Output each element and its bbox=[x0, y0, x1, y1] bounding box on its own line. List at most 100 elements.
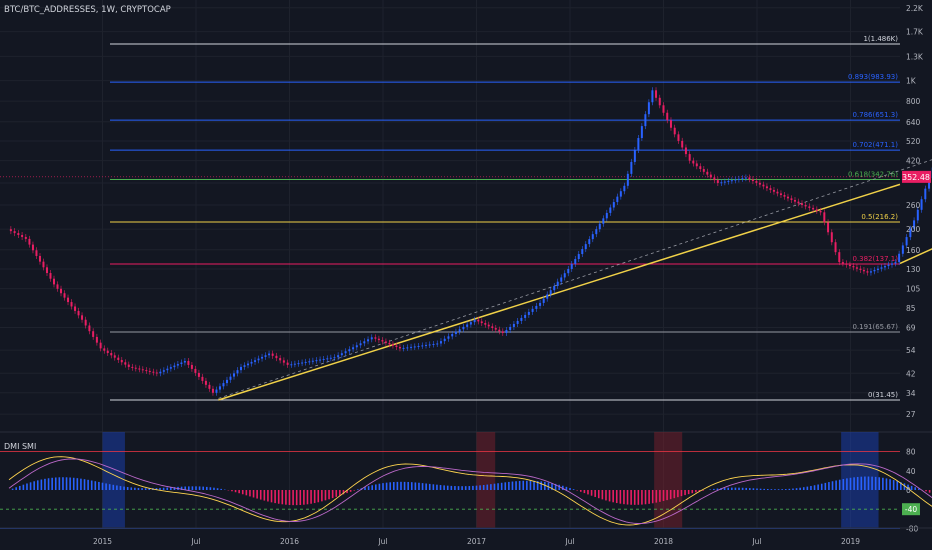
indicator-bar bbox=[644, 490, 647, 505]
price-candle bbox=[524, 314, 527, 318]
price-candle bbox=[866, 271, 869, 273]
indicator-bar bbox=[195, 486, 197, 490]
indicator-bar bbox=[407, 481, 409, 490]
price-candle bbox=[584, 244, 587, 250]
price-candle bbox=[63, 293, 66, 298]
indicator-bar bbox=[806, 486, 809, 490]
price-candle bbox=[619, 191, 622, 197]
indicator-bar bbox=[267, 490, 269, 502]
indicator-bar bbox=[828, 482, 830, 490]
price-candle bbox=[916, 209, 919, 221]
price-candle bbox=[598, 223, 601, 230]
indicator-bar bbox=[432, 484, 435, 490]
price-candle bbox=[658, 97, 661, 106]
indicator-bar bbox=[62, 477, 64, 490]
indicator-bar bbox=[238, 490, 240, 494]
indicator-bar bbox=[892, 480, 895, 490]
indicator-bar bbox=[130, 487, 133, 490]
price-candle bbox=[563, 273, 566, 278]
price-candle bbox=[275, 355, 278, 359]
y-tick-label: 1K bbox=[906, 77, 917, 86]
price-candle bbox=[473, 319, 476, 323]
price-candle bbox=[28, 238, 31, 245]
indicator-bar bbox=[418, 482, 420, 490]
price-candle bbox=[509, 326, 512, 330]
indicator-bar bbox=[522, 480, 525, 490]
price-candle bbox=[247, 363, 250, 366]
x-tick-label: Jul bbox=[190, 537, 200, 546]
price-candle bbox=[74, 306, 77, 311]
price-candle bbox=[333, 357, 336, 359]
indicator-bar bbox=[15, 487, 17, 490]
indicator-y-tick-label: -80 bbox=[906, 524, 918, 533]
indicator-bar bbox=[245, 490, 248, 496]
price-candle bbox=[344, 351, 347, 354]
indicator-bar bbox=[371, 485, 374, 490]
price-candle bbox=[790, 198, 793, 201]
indicator-bar bbox=[144, 488, 147, 490]
indicator-bar bbox=[831, 481, 834, 490]
price-candle bbox=[567, 268, 570, 274]
indicator-bar bbox=[738, 487, 740, 490]
indicator-bar bbox=[410, 482, 413, 490]
indicator-bar bbox=[425, 483, 427, 490]
price-candle bbox=[348, 349, 351, 352]
price-candle bbox=[758, 182, 761, 185]
indicator-bar bbox=[288, 490, 291, 505]
indicator-bar bbox=[788, 488, 791, 490]
indicator-bar bbox=[400, 481, 402, 490]
price-candle bbox=[204, 380, 207, 385]
price-candle bbox=[454, 331, 457, 334]
indicator-bar bbox=[569, 488, 571, 490]
indicator-bar bbox=[392, 482, 395, 490]
indicator-bar bbox=[472, 485, 474, 490]
indicator-bar bbox=[331, 490, 334, 499]
price-candle bbox=[337, 355, 340, 358]
indicator-bar bbox=[112, 484, 115, 490]
indicator-bar bbox=[565, 486, 568, 490]
indicator-bar bbox=[878, 477, 881, 490]
price-candle bbox=[169, 367, 172, 369]
indicator-bar bbox=[313, 490, 316, 504]
indicator-bar bbox=[874, 476, 877, 490]
price-candle bbox=[880, 267, 883, 269]
price-candle bbox=[666, 112, 669, 121]
indicator-bar bbox=[820, 483, 823, 490]
indicator-bar bbox=[695, 490, 697, 493]
price-candle bbox=[173, 365, 176, 368]
indicator-bar bbox=[126, 487, 129, 490]
price-candle bbox=[706, 171, 709, 175]
price-candle bbox=[869, 271, 872, 273]
price-candle bbox=[359, 343, 362, 346]
price-candle bbox=[901, 245, 904, 254]
price-candle bbox=[134, 367, 137, 369]
indicator-bar bbox=[623, 490, 625, 505]
price-candle bbox=[120, 359, 123, 363]
price-candle bbox=[180, 362, 183, 365]
price-candle bbox=[772, 189, 775, 192]
price-candle bbox=[808, 206, 811, 208]
price-candle bbox=[56, 284, 59, 289]
price-candle bbox=[110, 353, 113, 356]
indicator-bar bbox=[889, 479, 891, 490]
y-tick-label: 260 bbox=[906, 201, 921, 210]
price-candle bbox=[730, 180, 733, 182]
price-candle bbox=[716, 180, 719, 183]
indicator-bar bbox=[860, 476, 863, 490]
price-candle bbox=[329, 357, 332, 359]
price-candle bbox=[741, 178, 744, 180]
x-tick-label: 2015 bbox=[93, 537, 112, 546]
indicator-bar bbox=[774, 489, 776, 490]
indicator-bar bbox=[256, 490, 258, 499]
price-candle bbox=[669, 120, 672, 128]
price-candle bbox=[765, 186, 768, 189]
price-candle bbox=[352, 347, 355, 350]
indicator-bar bbox=[216, 488, 219, 490]
y-tick-label: 69 bbox=[906, 323, 916, 332]
indicator-bar bbox=[357, 489, 359, 490]
indicator-bar bbox=[612, 490, 614, 503]
indicator-bar bbox=[709, 489, 712, 490]
indicator-bar bbox=[508, 481, 510, 490]
y-axis: 352.48 2.2K 1.7K 1.3K 1K 800 640 520 420 260 200 16… bbox=[902, 4, 931, 419]
indicator-bar bbox=[666, 490, 668, 501]
